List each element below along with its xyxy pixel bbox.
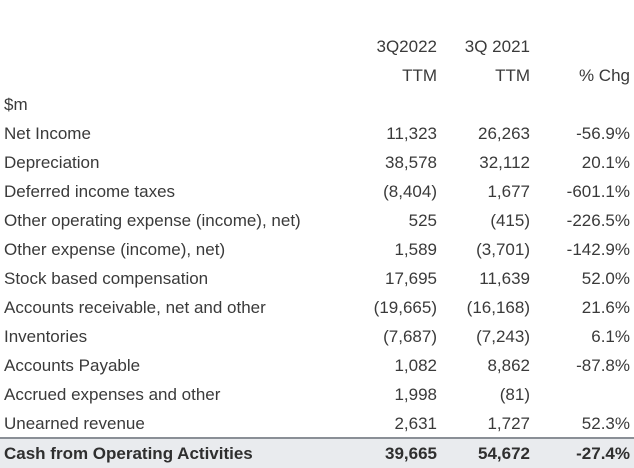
header-row-period: TTM TTM % Chg <box>0 61 634 90</box>
value-3q2022: 1,998 <box>394 385 437 404</box>
value-pct-change: 52.3% <box>581 414 630 433</box>
header-row-years: 3Q2022 3Q 2021 <box>0 32 634 61</box>
value-3q2021: 11,639 <box>479 269 530 288</box>
value-3q2022: (7,687) <box>383 327 437 346</box>
value-pct-change: 6.1% <box>591 327 630 346</box>
row-label: Unearned revenue <box>4 414 145 433</box>
table-row: Accounts Payable 1,082 8,862 -87.8% <box>0 351 634 380</box>
row-label: Depreciation <box>4 153 100 172</box>
table-row: Other expense (income), net) 1,589 (3,70… <box>0 235 634 264</box>
table-row: Inventories (7,687) (7,243) 6.1% <box>0 322 634 351</box>
column-subheader-ttm-2021: TTM <box>495 66 530 85</box>
value-3q2022: 1,589 <box>394 240 437 259</box>
value-pct-change: -601.1% <box>566 182 630 201</box>
value-3q2022: (19,665) <box>373 298 437 317</box>
value-3q2022: 525 <box>408 211 437 230</box>
units-row: $m <box>0 90 634 119</box>
row-label: Accounts Payable <box>4 356 141 375</box>
column-subheader-ttm-2022: TTM <box>402 66 437 85</box>
value-pct-change: -142.9% <box>566 240 630 259</box>
column-header-3q2021: 3Q 2021 <box>464 37 530 56</box>
row-label: Other operating expense (income), net) <box>4 211 301 230</box>
column-header-pct-change: % Chg <box>578 66 630 85</box>
value-3q2021: 26,263 <box>478 124 530 143</box>
row-label: Stock based compensation <box>4 269 209 288</box>
row-label: Other expense (income), net) <box>4 240 226 259</box>
table-row: Depreciation 38,578 32,112 20.1% <box>0 148 634 177</box>
value-3q2022: 2,631 <box>394 414 437 433</box>
table-row: Accrued expenses and other 1,998 (81) <box>0 380 634 409</box>
value-pct-change: -226.5% <box>566 211 630 230</box>
row-label: Accrued expenses and other <box>4 385 221 404</box>
table-row: Accounts receivable, net and other (19,6… <box>0 293 634 322</box>
row-label: Inventories <box>4 327 88 346</box>
value-3q2022: (8,404) <box>383 182 437 201</box>
value-3q2022: 1,082 <box>394 356 437 375</box>
value-3q2021: 1,677 <box>487 182 530 201</box>
row-label: Deferred income taxes <box>4 182 176 201</box>
units-label: $m <box>4 95 28 114</box>
value-3q2022: 11,323 <box>386 124 437 143</box>
table-row: Unearned revenue 2,631 1,727 52.3% <box>0 409 634 438</box>
value-3q2022: 38,578 <box>385 153 437 172</box>
value-3q2021: (415) <box>490 211 530 230</box>
table-row: Net Income 11,323 26,263 -56.9% <box>0 119 634 148</box>
value-pct-change: 52.0% <box>581 269 630 288</box>
row-label: Accounts receivable, net and other <box>4 298 266 317</box>
value-3q2021: (81) <box>499 385 530 404</box>
value-pct-change: 20.1% <box>581 153 630 172</box>
value-pct-change: -56.9% <box>576 124 630 143</box>
total-pct-change: -27.4% <box>576 444 630 463</box>
value-3q2022: 17,695 <box>385 269 437 288</box>
table-row: Other operating expense (income), net) 5… <box>0 206 634 235</box>
table-row: Deferred income taxes (8,404) 1,677 -601… <box>0 177 634 206</box>
total-3q2022: 39,665 <box>385 444 437 463</box>
value-pct-change: -87.8% <box>576 356 630 375</box>
value-3q2021: (16,168) <box>466 298 530 317</box>
value-pct-change: 21.6% <box>581 298 630 317</box>
value-3q2021: 8,862 <box>487 356 530 375</box>
value-3q2021: 1,727 <box>487 414 530 433</box>
row-label: Net Income <box>4 124 91 143</box>
total-row: Cash from Operating Activities 39,665 54… <box>0 437 634 468</box>
column-header-3q2022: 3Q2022 <box>376 37 438 56</box>
total-3q2021: 54,672 <box>478 444 530 463</box>
value-3q2021: (7,243) <box>476 327 530 346</box>
total-label: Cash from Operating Activities <box>4 444 253 463</box>
value-3q2021: (3,701) <box>476 240 530 259</box>
value-3q2021: 32,112 <box>479 153 530 172</box>
table-row: Stock based compensation 17,695 11,639 5… <box>0 264 634 293</box>
